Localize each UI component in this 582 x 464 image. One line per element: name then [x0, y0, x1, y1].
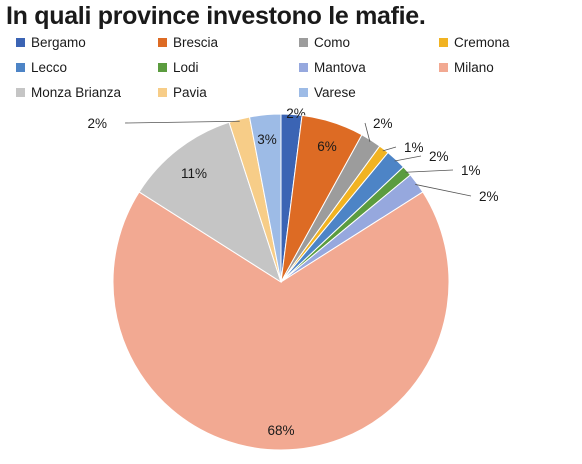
legend-label-lecco: Lecco: [31, 60, 68, 75]
legend-label-lodi: Lodi: [173, 60, 199, 75]
legend-item-cremona: Cremona: [439, 35, 510, 50]
leader-line-lecco: [394, 155, 422, 162]
legend-swatch-bergamo: [16, 38, 25, 47]
leader-line-lodi: [405, 169, 454, 173]
legend-swatch-pavia: [158, 88, 167, 97]
legend-item-pavia: Pavia: [158, 85, 207, 100]
pie-slice-monza-brianza: [138, 121, 282, 284]
data-label-varese: 3%: [257, 132, 277, 147]
data-label-como: 2%: [373, 116, 393, 131]
legend-item-varese: Varese: [299, 85, 356, 100]
legend-swatch-monza-brianza: [16, 88, 25, 97]
legend-swatch-mantova: [299, 63, 308, 72]
legend-label-varese: Varese: [314, 85, 356, 100]
legend-item-bergamo: Bergamo: [16, 35, 86, 50]
data-label-lodi: 1%: [461, 163, 481, 178]
legend-swatch-varese: [299, 88, 308, 97]
legend-label-brescia: Brescia: [173, 35, 219, 50]
legend-swatch-lodi: [158, 63, 167, 72]
legend-label-como: Como: [314, 35, 351, 50]
data-label-bergamo: 2%: [286, 106, 306, 121]
legend-swatch-lecco: [16, 63, 25, 72]
legend-swatch-milano: [439, 63, 448, 72]
leader-line-como: [364, 122, 371, 142]
data-label-mantova: 2%: [479, 189, 499, 204]
pie-slice-varese: [248, 113, 282, 283]
legend-item-brescia: Brescia: [158, 35, 218, 50]
data-label-brescia: 6%: [317, 139, 337, 154]
data-label-pavia: 2%: [87, 116, 107, 131]
legend-item-milano: Milano: [439, 60, 494, 75]
legend-item-lecco: Lecco: [16, 60, 67, 75]
leader-line-cremona: [382, 146, 397, 152]
leader-line-pavia: [124, 120, 240, 124]
legend-label-bergamo: Bergamo: [31, 35, 86, 50]
legend-label-cremona: Cremona: [454, 35, 510, 50]
data-label-cremona: 1%: [404, 140, 424, 155]
legend-swatch-brescia: [158, 38, 167, 47]
legend-label-pavia: Pavia: [173, 85, 207, 100]
legend-item-como: Como: [299, 35, 350, 50]
chart-title: In quali province investono le mafie.: [6, 2, 426, 30]
data-label-milano: 68%: [267, 423, 294, 438]
leader-line-mantova: [415, 184, 472, 197]
legend-item-monza-brianza: Monza Brianza: [16, 85, 121, 100]
legend-label-mantova: Mantova: [314, 60, 366, 75]
legend-item-lodi: Lodi: [158, 60, 199, 75]
data-label-monza-brianza: 11%: [181, 166, 207, 181]
legend-swatch-cremona: [439, 38, 448, 47]
legend-swatch-como: [299, 38, 308, 47]
legend-label-monza-brianza: Monza Brianza: [31, 85, 122, 100]
legend-label-milano: Milano: [454, 60, 494, 75]
pie-slice-milano: [112, 191, 450, 451]
legend-item-mantova: Mantova: [299, 60, 366, 75]
data-label-lecco: 2%: [429, 149, 449, 164]
